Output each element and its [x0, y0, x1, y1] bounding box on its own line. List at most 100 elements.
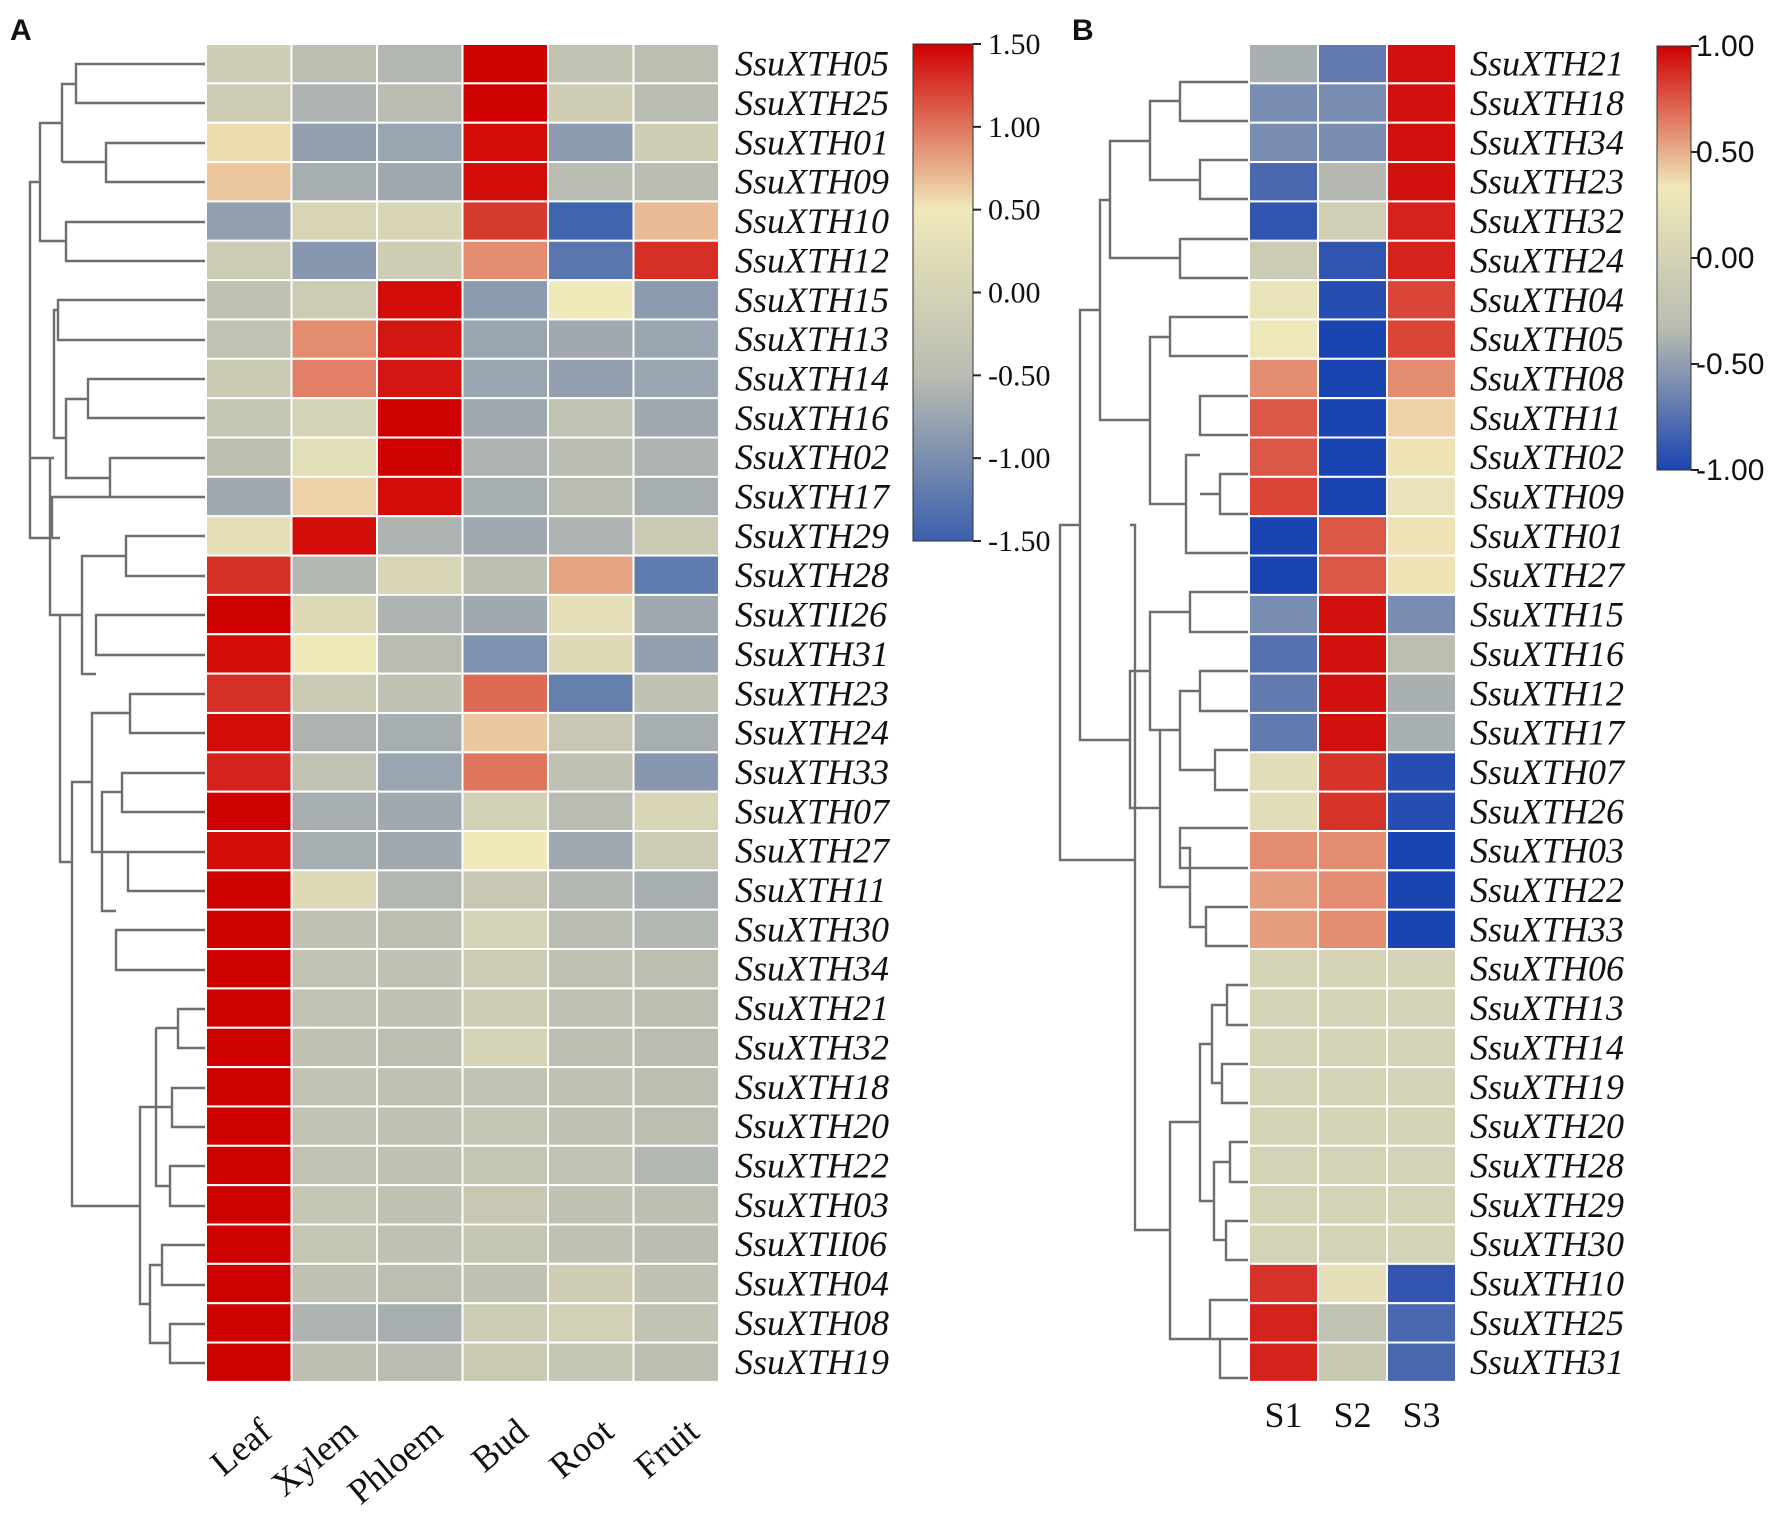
row-label-b: SsuXTH34: [1470, 122, 1624, 162]
heatmap-a-cell: [205, 711, 293, 754]
row-label-b: SsuXTH27: [1470, 555, 1626, 595]
heatmap-a-cell: [547, 633, 635, 675]
heatmap-a-cell: [461, 869, 549, 911]
heatmap-a-cell: [205, 987, 293, 1029]
heatmap-a-cell: [290, 554, 378, 596]
column-label-a: Root: [542, 1410, 621, 1486]
heatmap-a-cell: [376, 593, 464, 636]
heatmap-a-cell: [547, 1262, 635, 1305]
heatmap-a-cell: [205, 1026, 293, 1069]
heatmap-a-cell: [461, 711, 549, 754]
heatmap-a-cell: [290, 672, 378, 714]
heatmap-a-cell: [290, 987, 378, 1029]
heatmap-a-cell: [205, 475, 293, 518]
heatmap-b-cell: [1248, 239, 1319, 282]
heatmap-a-cell: [376, 515, 464, 557]
heatmap-b-cell: [1386, 633, 1457, 675]
heatmap-a-cell: [376, 318, 464, 360]
heatmap-a-cell: [290, 239, 378, 282]
heatmap-a-cell: [205, 790, 293, 833]
row-label-b: SsuXTH11: [1470, 398, 1621, 438]
heatmap-b-cell: [1248, 357, 1319, 400]
heatmap-a-cell: [632, 593, 720, 636]
row-label-b: SsuXTH09: [1470, 477, 1624, 517]
heatmap-a-cell: [376, 1184, 464, 1226]
heatmap-a-cell: [376, 1066, 464, 1108]
heatmap-b-cell: [1317, 279, 1388, 321]
heatmap-a-cell: [376, 1105, 464, 1147]
heatmap-b-cell: [1386, 790, 1457, 833]
heatmap-a-cell: [547, 751, 635, 793]
heatmap-b-cell: [1248, 43, 1319, 85]
row-label-a: SsuXTH18: [735, 1067, 889, 1107]
heatmap-b-cell: [1248, 593, 1319, 636]
heatmap-a-cell: [290, 1302, 378, 1344]
colorbar-ticks-a: 1.50 1.00 0.50 0.00 -0.50 -1.00 -1.50: [973, 28, 1051, 558]
heatmap-a-cell: [461, 43, 549, 85]
colorbar-tick-label-b: -1.00: [1696, 454, 1764, 487]
row-label-b: SsuXTH26: [1470, 791, 1624, 831]
heatmap-a-cell: [632, 82, 720, 124]
heatmap-b-cell: [1386, 515, 1457, 557]
heatmap-a-cell: [205, 397, 293, 439]
heatmap-a-cell: [376, 121, 464, 164]
heatmap-b-cell: [1248, 1223, 1319, 1265]
heatmap-b-cell: [1386, 1302, 1457, 1344]
heatmap-b-cell: [1386, 357, 1457, 400]
colorbar-tick-label-b: 0.00: [1696, 242, 1754, 275]
heatmap-b-cell: [1386, 43, 1457, 85]
heatmap-a-cell: [461, 593, 549, 636]
heatmap-a-cell: [461, 987, 549, 1029]
heatmap-a-cell: [461, 161, 549, 203]
row-label-b: SsuXTH01: [1470, 516, 1624, 556]
heatmap-a-cell: [376, 397, 464, 439]
heatmap-a-cell: [461, 751, 549, 793]
heatmap-a-cell: [290, 397, 378, 439]
heatmap-a-cell: [632, 790, 720, 833]
row-label-a: SsuXTH10: [735, 201, 889, 241]
row-label-b: SsuXTH31: [1470, 1342, 1624, 1382]
heatmap-a-cell: [547, 43, 635, 85]
dendrogram-a: [28, 62, 206, 1365]
heatmap-b-cell: [1317, 161, 1388, 203]
heatmap-b-cell: [1317, 318, 1388, 360]
heatmap-a-cell: [205, 1223, 293, 1265]
heatmap-a-cell: [632, 1026, 720, 1069]
heatmap-b-cell: [1386, 672, 1457, 714]
heatmap-a-cell: [376, 161, 464, 203]
heatmap-b: [1248, 43, 1457, 1383]
heatmap-a-cell: [547, 1184, 635, 1226]
row-label-a: SsuXTH29: [735, 516, 889, 556]
heatmap-a-cell: [632, 1105, 720, 1147]
row-label-b: SsuXTH25: [1470, 1303, 1624, 1343]
row-label-a: SsuXTH17: [735, 477, 891, 517]
heatmap-a-cell: [376, 869, 464, 911]
heatmap-a-cell: [632, 318, 720, 360]
row-label-a: SsuXTH15: [735, 280, 889, 320]
row-label-a: SsuXTH32: [735, 1027, 889, 1067]
heatmap-a-cell: [205, 82, 293, 124]
heatmap-b-cell: [1386, 711, 1457, 754]
row-label-b: SsuXTH20: [1470, 1106, 1624, 1146]
heatmap-a-cell: [461, 1066, 549, 1108]
heatmap-a-cell: [205, 318, 293, 360]
heatmap-a-cell: [547, 357, 635, 400]
heatmap-b-cell: [1317, 1144, 1388, 1187]
colorbar-tick-label-a: -1.00: [988, 442, 1051, 475]
heatmap-b-cell: [1386, 1066, 1457, 1108]
row-label-a: SsuXTH34: [735, 949, 889, 989]
heatmap-a-cell: [632, 200, 720, 242]
row-label-b: SsuXTH17: [1470, 713, 1626, 753]
row-label-a: SsuXTH22: [735, 1145, 889, 1185]
heatmap-a-cell: [632, 908, 720, 951]
heatmap-a-cell: [632, 121, 720, 164]
heatmap-a-cell: [461, 357, 549, 400]
heatmap-a-cell: [376, 43, 464, 85]
heatmap-a-cell: [461, 1262, 549, 1305]
heatmap-b-cell: [1317, 751, 1388, 793]
heatmap-b-cell: [1317, 1184, 1388, 1226]
heatmap-b-cell: [1317, 711, 1388, 754]
heatmap-b-cell: [1386, 318, 1457, 360]
heatmap-a-cell: [632, 1302, 720, 1344]
